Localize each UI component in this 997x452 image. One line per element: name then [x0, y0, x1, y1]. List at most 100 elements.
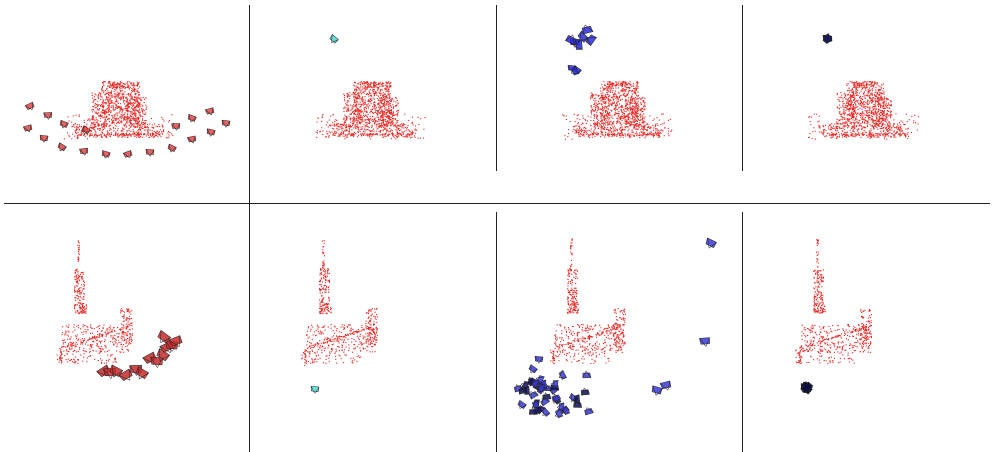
sparse-point-cloud	[550, 238, 626, 365]
building-right-wing	[120, 308, 133, 346]
building-lower	[550, 349, 610, 364]
camera-outlier-1	[705, 237, 717, 249]
camera-12	[157, 329, 172, 344]
tower-spire	[77, 240, 80, 262]
tower-spire	[322, 240, 326, 269]
sparse-point-cloud	[301, 240, 379, 366]
point-cloud-top	[854, 81, 874, 89]
vertical-divider-2	[496, 5, 497, 171]
camera-cluster-a-4	[585, 34, 597, 46]
panel-row1-col3	[562, 24, 673, 140]
tower-base	[567, 303, 580, 315]
camera-cluster-a-6	[565, 34, 577, 46]
vertical-divider-3	[742, 5, 743, 171]
panel-row1-col1	[22, 81, 231, 159]
camera-14	[81, 125, 91, 135]
point-cloud-top	[607, 81, 628, 88]
camera-12	[187, 135, 197, 144]
point-cloud-base	[73, 123, 165, 139]
vertical-divider-1	[249, 5, 250, 452]
camera-11	[167, 143, 177, 153]
point-cloud-scatter	[562, 113, 673, 140]
camera-6	[57, 142, 67, 152]
point-cloud-ground-line	[830, 133, 907, 137]
camera-cluster-top-1	[534, 355, 544, 364]
camera-outlier-4	[659, 380, 672, 391]
camera-outlier-2	[699, 337, 710, 347]
tower-body	[813, 269, 825, 305]
point-cloud-scatter	[808, 113, 919, 140]
camera-cluster-38	[536, 384, 545, 393]
camera-10	[145, 149, 155, 157]
camera-cluster-7	[581, 387, 590, 396]
building-lower	[301, 349, 362, 364]
point-cloud-base	[572, 123, 663, 139]
camera-15	[171, 123, 180, 131]
point-cloud-right-side	[378, 97, 399, 128]
vertical-divider-4	[496, 212, 497, 452]
tower-spire	[816, 238, 819, 268]
tower-body	[74, 268, 86, 306]
building-left-edge	[552, 350, 555, 365]
panel-row1-col4	[808, 33, 919, 140]
building-lower	[795, 349, 856, 364]
camera-cluster-37	[522, 386, 530, 395]
panel-row1-col2	[315, 34, 426, 140]
point-cloud-left-side	[343, 92, 362, 129]
building-facade	[61, 324, 132, 354]
building-right-wing	[859, 308, 872, 345]
point-cloud-top	[108, 81, 129, 89]
camera-estimated	[310, 385, 320, 394]
camera-cluster-14	[517, 399, 527, 410]
camera-cluster-32	[540, 397, 551, 407]
camera-5	[39, 134, 49, 143]
building-right-wing	[365, 308, 379, 345]
camera-cluster-23	[528, 391, 539, 400]
panel-row2-col3	[513, 237, 717, 419]
camera-13	[168, 335, 183, 348]
point-cloud-right-side	[126, 97, 148, 129]
camera-estimated	[329, 34, 339, 44]
sparse-point-cloud	[795, 238, 872, 365]
building-roofline	[59, 325, 129, 350]
camera-cluster-top-2	[528, 364, 538, 374]
camera-18	[221, 119, 231, 128]
camera-collapsed-8	[800, 381, 813, 393]
point-cloud-head	[600, 81, 639, 125]
camera-collapsed-6	[823, 34, 833, 44]
point-cloud	[315, 81, 426, 140]
panel-row2-col1	[56, 240, 183, 381]
building-roofline	[307, 326, 372, 350]
camera-outlier-3	[651, 385, 663, 396]
camera-16	[187, 113, 197, 123]
tower-body	[567, 268, 579, 305]
camera-cluster-31	[521, 380, 530, 391]
point-cloud-ground-line	[579, 133, 660, 137]
vertical-divider-5	[742, 212, 743, 452]
camera-cluster-36	[541, 407, 551, 417]
camera-cluster-40	[529, 407, 538, 415]
camera-cluster-a-5	[581, 24, 594, 35]
point-cloud	[562, 81, 673, 140]
building-left-edge	[59, 350, 63, 364]
camera-1	[24, 101, 35, 111]
camera-cluster-39	[554, 408, 564, 419]
tower-spire	[570, 238, 573, 268]
camera-cluster-26	[582, 370, 592, 379]
building-right-wing	[613, 308, 626, 345]
panel-row2-col4	[795, 238, 872, 395]
camera-3	[59, 119, 69, 129]
camera-8	[101, 150, 111, 159]
point-cloud-ground-line	[79, 133, 161, 137]
building-left-edge	[304, 349, 307, 366]
tower-base	[319, 303, 332, 315]
point-cloud-left-side	[590, 92, 609, 129]
camera-17	[204, 107, 215, 116]
camera-9	[156, 348, 171, 362]
camera-cluster-24	[551, 393, 562, 402]
camera-cluster-15	[584, 407, 594, 416]
camera-6	[135, 366, 150, 380]
building-lower	[56, 349, 117, 364]
tower-body	[319, 268, 330, 306]
